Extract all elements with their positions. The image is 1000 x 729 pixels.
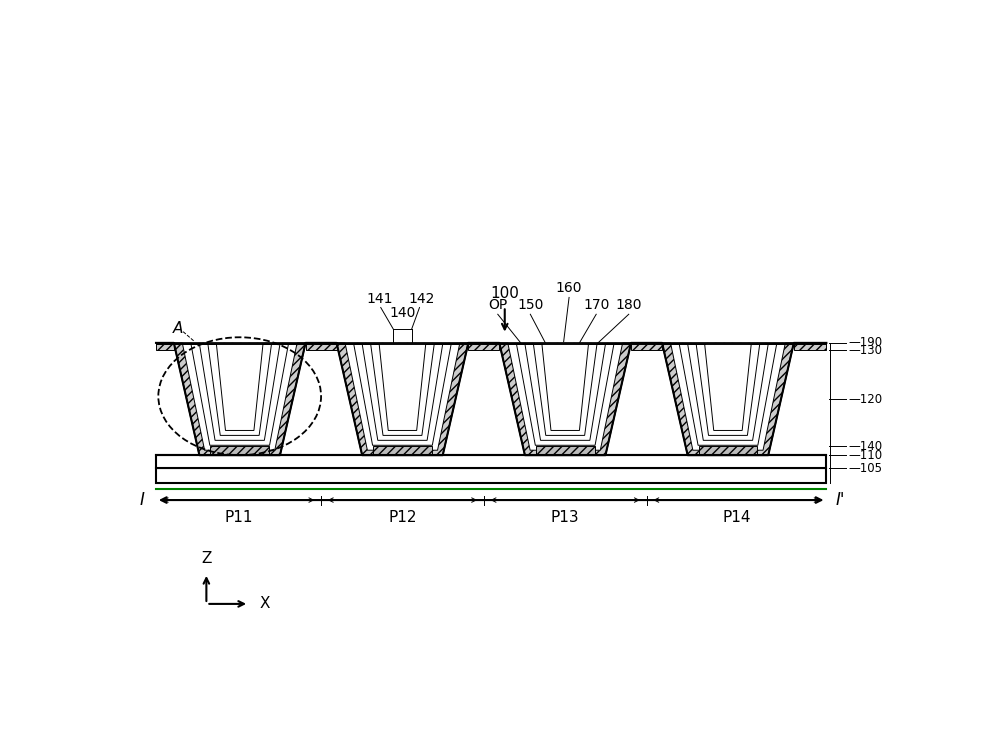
Text: —140: —140 — [848, 440, 882, 453]
Text: 100: 100 — [490, 286, 519, 301]
Text: —130: —130 — [848, 343, 882, 356]
Polygon shape — [156, 455, 826, 468]
Text: —105: —105 — [848, 461, 882, 475]
Text: P13: P13 — [551, 510, 580, 525]
Polygon shape — [156, 343, 826, 455]
Text: Z: Z — [201, 551, 212, 566]
Polygon shape — [794, 343, 826, 350]
Text: 180: 180 — [616, 298, 642, 312]
Text: —120: —120 — [848, 392, 882, 405]
Polygon shape — [156, 468, 826, 483]
Polygon shape — [156, 344, 826, 440]
Text: —190: —190 — [848, 336, 882, 349]
Text: A: A — [173, 321, 183, 336]
Polygon shape — [468, 343, 499, 350]
Polygon shape — [536, 446, 595, 455]
Text: I: I — [140, 491, 144, 509]
Text: 142: 142 — [409, 292, 435, 306]
Text: 160: 160 — [556, 281, 582, 295]
Text: 140: 140 — [389, 306, 416, 321]
Text: P14: P14 — [722, 510, 751, 525]
Text: P11: P11 — [224, 510, 253, 525]
Text: I': I' — [836, 491, 845, 509]
Polygon shape — [156, 344, 826, 430]
Polygon shape — [210, 446, 269, 455]
Text: 150: 150 — [517, 298, 544, 312]
Polygon shape — [156, 343, 826, 445]
Polygon shape — [373, 446, 432, 455]
Polygon shape — [306, 343, 337, 350]
Text: P12: P12 — [388, 510, 417, 525]
Text: OP: OP — [488, 298, 507, 312]
Polygon shape — [631, 343, 662, 350]
Polygon shape — [156, 343, 826, 451]
Text: 141: 141 — [366, 292, 392, 306]
Polygon shape — [156, 344, 826, 435]
Polygon shape — [156, 343, 174, 350]
Text: 170: 170 — [583, 298, 609, 312]
Polygon shape — [698, 446, 757, 455]
Text: —110: —110 — [848, 448, 882, 461]
Text: X: X — [260, 596, 270, 612]
